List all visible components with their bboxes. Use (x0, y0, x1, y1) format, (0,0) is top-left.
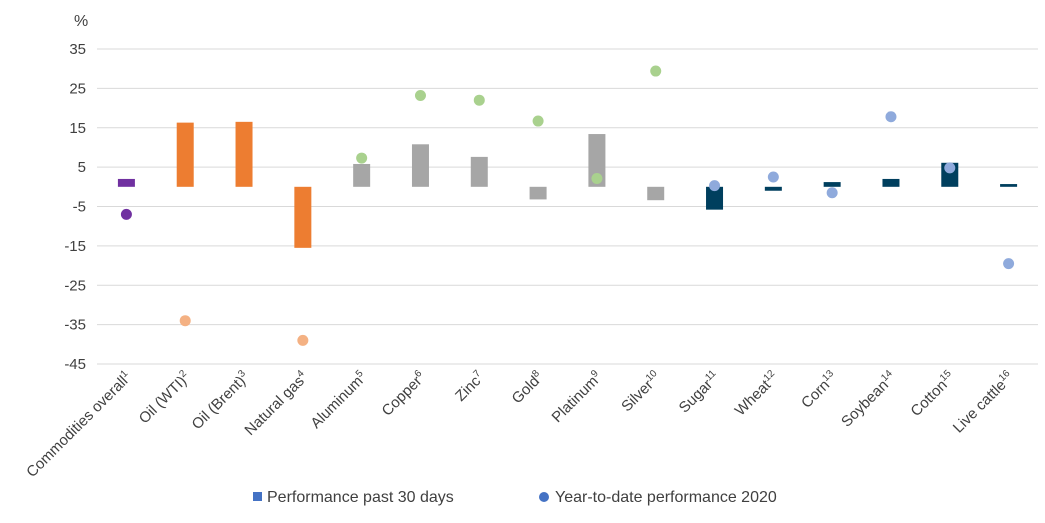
y-tick-label: 5 (78, 159, 86, 176)
x-tick-label: Natural gas4 (241, 368, 312, 439)
x-tick-name: Live cattle (950, 377, 1010, 437)
x-tick-label: Live cattle16 (949, 368, 1018, 437)
legend: Performance past 30 days Year-to-date pe… (253, 489, 777, 506)
point (120, 208, 132, 220)
y-tick-label: -45 (64, 356, 86, 373)
point (532, 115, 544, 127)
point (650, 65, 662, 77)
x-tick-label: Silver10 (617, 368, 664, 415)
point (297, 334, 309, 346)
legend-bar-label: Performance past 30 days (267, 489, 454, 506)
legend-point-label: Year-to-date performance 2020 (555, 489, 777, 506)
point (473, 94, 485, 106)
x-tick-label: Zinc7 (451, 368, 488, 405)
bar (529, 186, 547, 200)
x-tick-name: Commodities overall (23, 373, 131, 481)
x-tick-label: Gold8 (508, 368, 547, 407)
point (944, 162, 956, 174)
x-tick-label: Wheat12 (731, 368, 783, 420)
point (709, 180, 721, 192)
bar (588, 134, 606, 187)
bar (470, 156, 488, 187)
x-tick-name: Oil (WTI) (136, 373, 190, 427)
x-tick-label: Soybean14 (837, 368, 900, 431)
y-axis-ticks: 35 25 15 5 -5 -15 -25 -35 -45 (64, 41, 86, 373)
x-tick-name: Natural gas (241, 373, 307, 439)
point (885, 111, 897, 123)
point (591, 173, 603, 185)
x-tick-name: Aluminum (307, 373, 366, 432)
point (1003, 258, 1015, 270)
y-unit-label: % (74, 13, 88, 30)
y-tick-label: -15 (64, 238, 86, 255)
bars-performance-past-30-days (117, 121, 1018, 248)
x-tick-label: Corn13 (797, 368, 841, 412)
bar (1000, 184, 1018, 187)
x-tick-name: Platinum (549, 373, 602, 426)
point (826, 187, 838, 199)
x-tick-label: Platinum9 (548, 368, 606, 426)
y-tick-label: -35 (64, 317, 86, 334)
gridlines (97, 48, 1038, 365)
point (356, 152, 368, 164)
bar (117, 178, 135, 187)
bar (294, 186, 312, 248)
y-tick-label: -5 (73, 199, 86, 216)
x-tick-label: Copper6 (378, 368, 430, 420)
point (179, 315, 191, 327)
x-tick-label: Oil (WTI)2 (135, 368, 194, 427)
point (414, 89, 426, 101)
bar (353, 163, 371, 187)
bar (706, 186, 724, 210)
bar (823, 182, 841, 187)
x-tick-label: Cotton15 (907, 368, 959, 420)
x-tick-label: Oil (Brent)3 (188, 368, 253, 433)
x-tick-label: Aluminum5 (307, 368, 371, 432)
bar (764, 186, 782, 191)
y-tick-label: 35 (69, 41, 86, 58)
legend-bar-swatch (253, 492, 262, 501)
point (767, 171, 779, 183)
legend-point-swatch (539, 492, 549, 502)
bar (411, 144, 429, 187)
y-tick-label: 25 (69, 80, 86, 97)
bar (647, 186, 665, 201)
x-axis-category-labels: Commodities overall1 Oil (WTI)2 Oil (Brent… (22, 368, 1018, 481)
y-tick-label: 15 (69, 120, 86, 137)
x-tick-name: Oil (Brent) (189, 373, 249, 433)
x-tick-name: Soybean (838, 377, 892, 431)
bar (235, 121, 253, 187)
y-tick-label: -25 (64, 277, 86, 294)
x-tick-label: Commodities overall1 (22, 368, 135, 481)
points-year-to-date-2020 (120, 65, 1015, 346)
x-tick-name: Copper (379, 373, 426, 420)
bar (176, 122, 194, 187)
bar (882, 178, 900, 187)
x-tick-label: Sugar11 (675, 368, 724, 417)
